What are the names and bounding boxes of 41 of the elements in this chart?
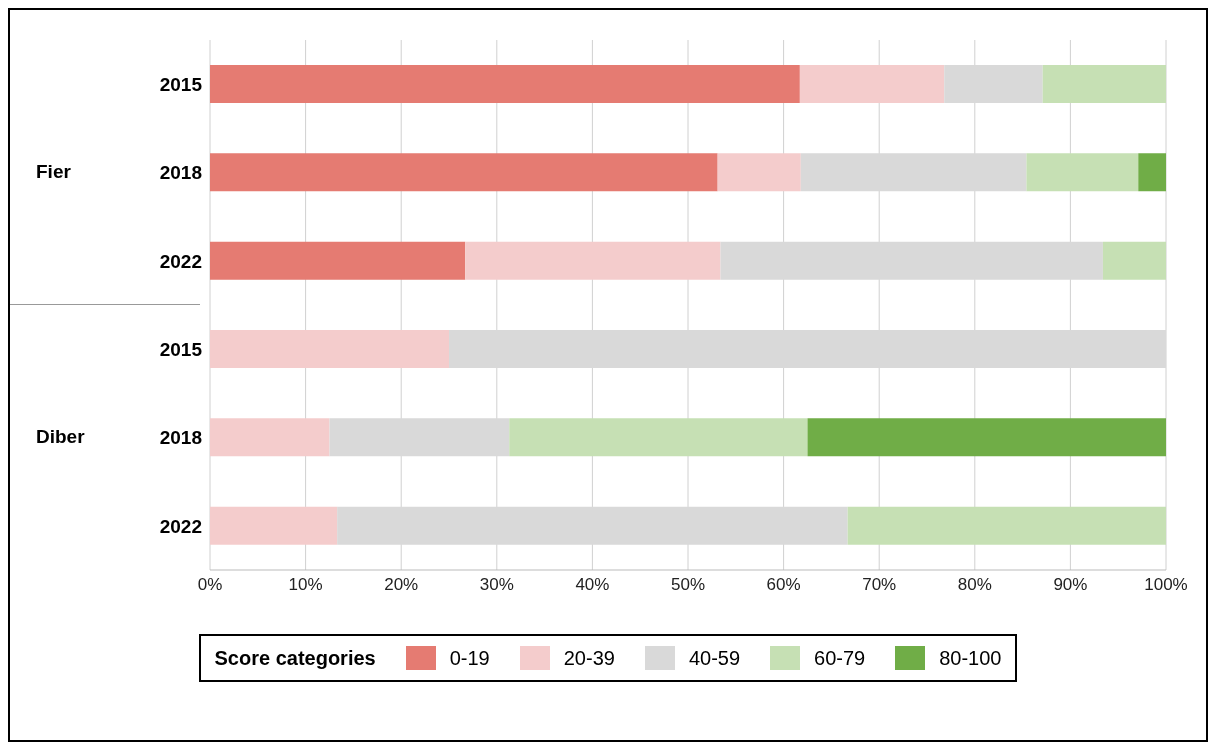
y-tick-label: 2022 xyxy=(159,250,202,272)
bar xyxy=(1026,153,1139,192)
x-tick-label: 90% xyxy=(1053,575,1088,595)
y-tick-label: 2015 xyxy=(159,73,203,95)
y-tick-label: 2015 xyxy=(159,338,203,360)
legend-title: Score categories xyxy=(214,646,376,670)
y-tick-label: 2018 xyxy=(159,162,202,184)
bar xyxy=(1138,153,1166,192)
y-tick-label: 2018 xyxy=(159,427,202,449)
bar xyxy=(210,241,466,280)
bar xyxy=(1102,241,1166,280)
bar xyxy=(210,418,330,457)
x-tick-label: 80% xyxy=(957,575,992,595)
x-tick-label: 0% xyxy=(197,575,223,595)
legend-label: 0-19 xyxy=(448,646,490,670)
x-tick-label: 30% xyxy=(479,575,514,595)
x-tick-label: 40% xyxy=(575,575,610,595)
x-tick-label: 70% xyxy=(862,575,897,595)
bar xyxy=(799,65,945,103)
bar xyxy=(210,330,449,368)
y-tick-label: 2022 xyxy=(159,515,202,537)
x-tick-label: 20% xyxy=(384,575,419,595)
x-tick-label: 60% xyxy=(766,575,801,595)
legend-label: 80-100 xyxy=(938,646,1002,670)
bar xyxy=(807,418,1166,457)
bar xyxy=(210,506,338,545)
legend-label: 60-79 xyxy=(813,646,866,670)
x-tick-label: 100% xyxy=(1144,575,1188,595)
bar xyxy=(1042,65,1166,103)
legend-label: 20-39 xyxy=(562,646,615,670)
text: Fier xyxy=(36,160,71,183)
bar xyxy=(465,241,721,280)
x-tick-label: 50% xyxy=(670,575,706,595)
text: Diber xyxy=(36,425,85,448)
bar xyxy=(717,153,801,192)
bar xyxy=(847,506,1166,545)
legend-label: 40-59 xyxy=(687,646,741,670)
x-tick-label: 10% xyxy=(288,575,323,595)
bar xyxy=(210,153,718,192)
bar xyxy=(210,65,800,103)
bar xyxy=(509,418,808,457)
